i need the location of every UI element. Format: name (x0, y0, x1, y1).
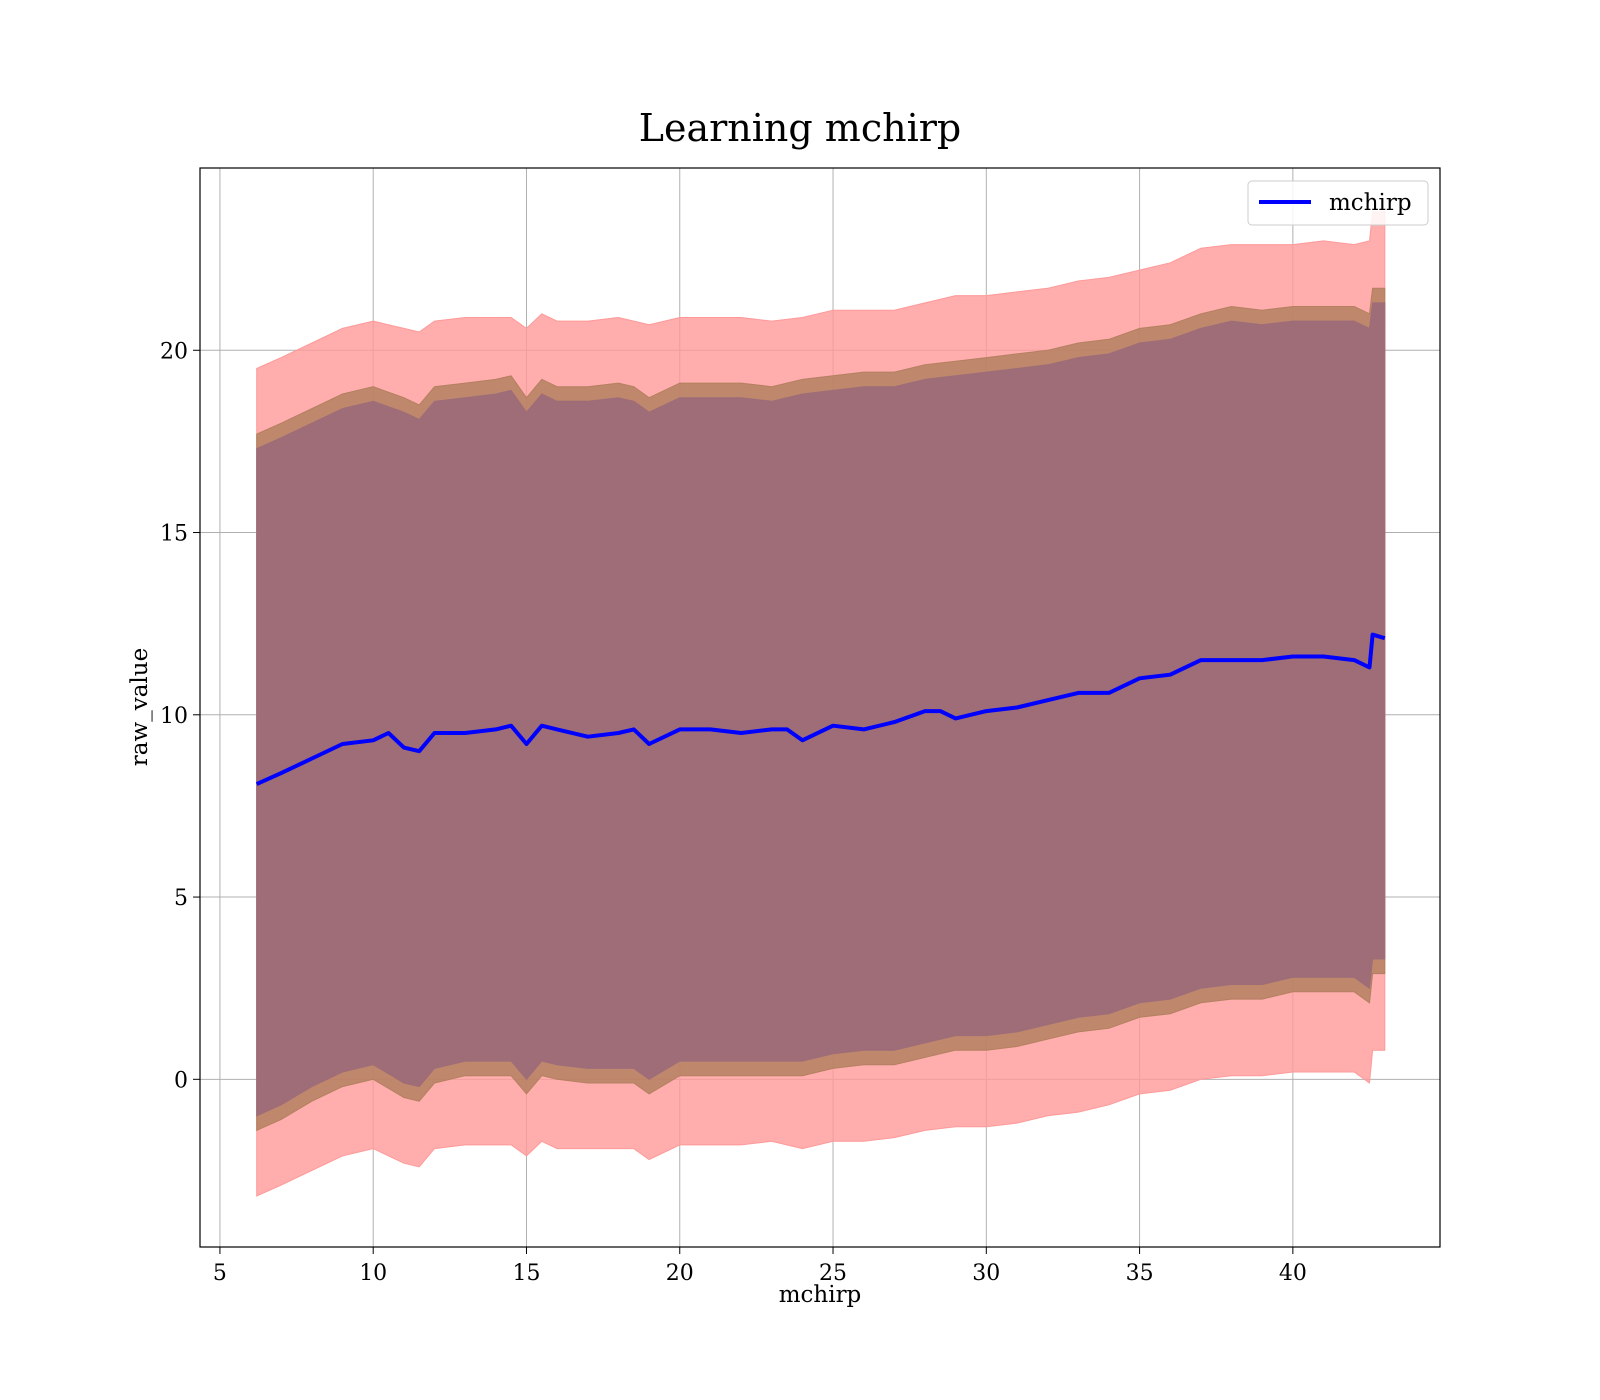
y-axis-ticks: 0 5 10 15 20 (160, 339, 200, 1093)
y-tick-label: 0 (174, 1068, 188, 1093)
chart-title: Learning mchirp (639, 106, 961, 150)
x-tick-label: 20 (666, 1261, 694, 1286)
x-tick-label: 35 (1126, 1261, 1154, 1286)
series-line-mchirp (255, 632, 1386, 786)
y-tick-label: 10 (160, 704, 188, 729)
x-tick-label: 40 (1279, 1261, 1307, 1286)
band-inner (256, 302, 1386, 1117)
x-tick-label: 10 (359, 1261, 387, 1286)
x-tick-label: 30 (972, 1261, 1000, 1286)
x-tick-label: 15 (512, 1261, 540, 1286)
legend-box (1247, 180, 1429, 226)
x-tick-label: 25 (819, 1261, 847, 1286)
series-lines (255, 632, 1386, 786)
x-axis-ticks: 5 10 15 20 25 30 35 40 (213, 1247, 1307, 1286)
y-tick-label: 20 (160, 339, 188, 364)
legend: mchirp (1247, 180, 1429, 226)
y-tick-label: 5 (174, 886, 188, 911)
plot-frame (199, 167, 1441, 1248)
x-axis-label: mchirp (779, 1282, 862, 1308)
legend-label-mchirp: mchirp (1329, 190, 1412, 216)
y-axis-label: raw_value (127, 648, 153, 766)
bands (256, 211, 1386, 1197)
y-tick-label: 15 (160, 522, 188, 547)
x-tick-label: 5 (213, 1261, 227, 1286)
